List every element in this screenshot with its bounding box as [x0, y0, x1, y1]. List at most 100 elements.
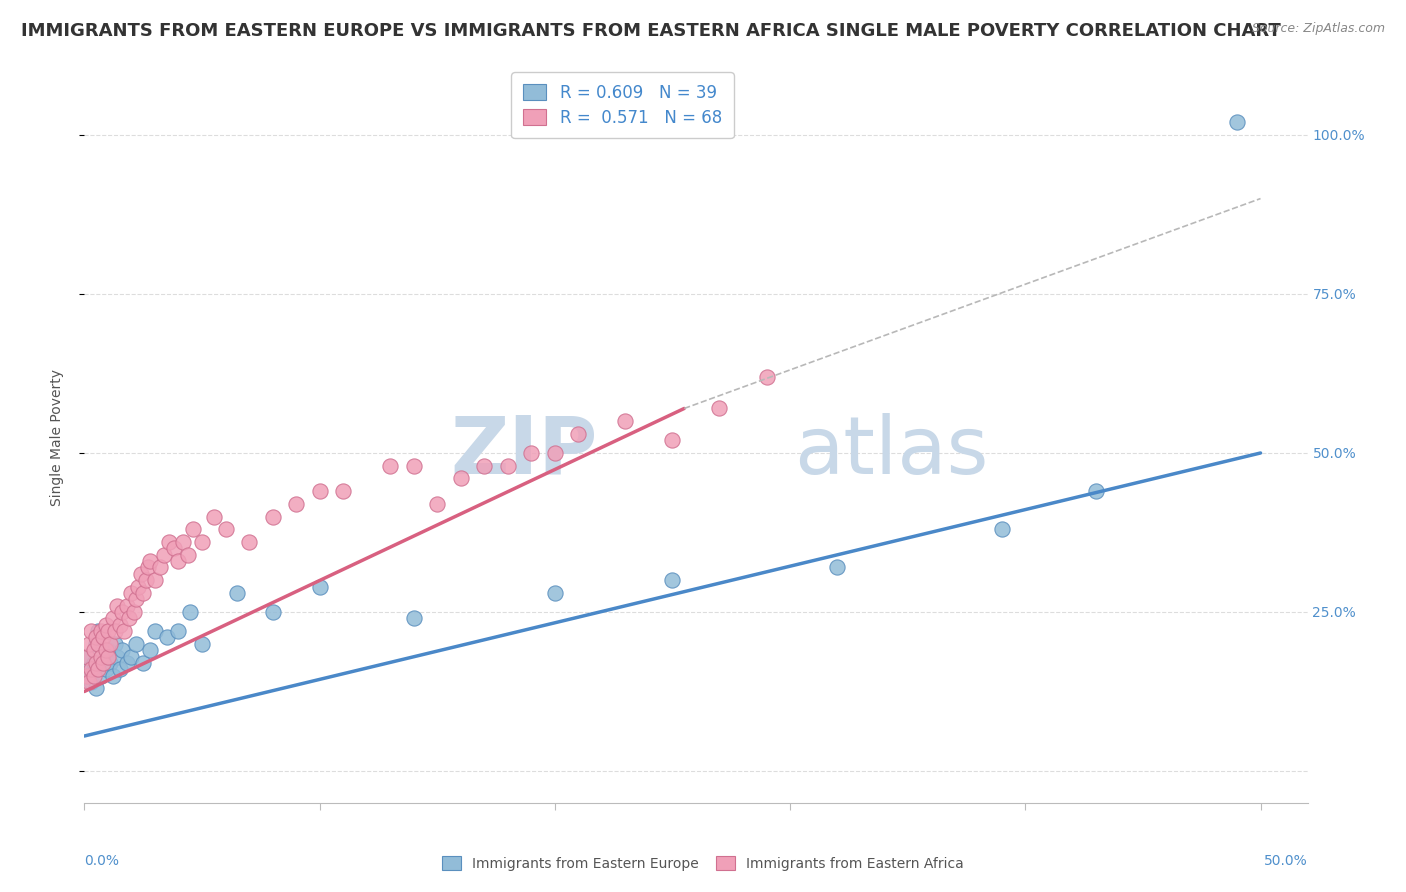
Point: [87, 662, 110, 676]
Point: [661, 434, 683, 448]
Point: [135, 573, 157, 587]
Point: [111, 643, 134, 657]
Point: [76, 649, 98, 664]
Point: [90, 624, 112, 638]
Legend: Immigrants from Eastern Europe, Immigrants from Eastern Africa: Immigrants from Eastern Europe, Immigran…: [436, 851, 970, 876]
Point: [544, 586, 567, 600]
Point: [115, 599, 138, 613]
Point: [80, 662, 103, 676]
Point: [139, 554, 162, 568]
Point: [125, 637, 148, 651]
Point: [380, 458, 402, 473]
Point: [544, 446, 567, 460]
Point: [450, 471, 472, 485]
Point: [91, 656, 114, 670]
Point: [496, 458, 519, 473]
Point: [129, 566, 152, 581]
Text: ZIP: ZIP: [451, 413, 598, 491]
Point: [105, 599, 128, 613]
Point: [191, 637, 214, 651]
Point: [262, 509, 284, 524]
Point: [661, 573, 683, 587]
Point: [101, 668, 124, 682]
Text: IMMIGRANTS FROM EASTERN EUROPE VS IMMIGRANTS FROM EASTERN AFRICA SINGLE MALE POV: IMMIGRANTS FROM EASTERN EUROPE VS IMMIGR…: [21, 22, 1281, 40]
Point: [111, 605, 134, 619]
Point: [567, 426, 589, 441]
Point: [91, 631, 114, 645]
Point: [143, 624, 166, 638]
Point: [120, 586, 142, 600]
Point: [1084, 484, 1107, 499]
Point: [80, 624, 103, 638]
Point: [167, 554, 190, 568]
Point: [90, 649, 112, 664]
Point: [755, 369, 778, 384]
Point: [181, 522, 204, 536]
Point: [105, 649, 128, 664]
Point: [108, 662, 131, 676]
Y-axis label: Single Male Poverty: Single Male Poverty: [49, 368, 63, 506]
Point: [179, 605, 201, 619]
Point: [157, 535, 180, 549]
Point: [84, 681, 107, 696]
Point: [77, 675, 100, 690]
Point: [520, 446, 543, 460]
Point: [77, 662, 100, 676]
Point: [112, 624, 135, 638]
Point: [139, 643, 162, 657]
Point: [825, 560, 848, 574]
Point: [122, 605, 145, 619]
Point: [426, 497, 449, 511]
Point: [98, 637, 121, 651]
Text: 50.0%: 50.0%: [1264, 854, 1308, 868]
Point: [84, 637, 107, 651]
Point: [104, 624, 127, 638]
Text: atlas: atlas: [794, 413, 988, 491]
Point: [202, 509, 225, 524]
Point: [84, 656, 107, 670]
Point: [76, 668, 98, 682]
Point: [118, 611, 141, 625]
Point: [91, 649, 114, 664]
Point: [94, 662, 117, 676]
Point: [167, 624, 190, 638]
Point: [136, 560, 159, 574]
Point: [97, 624, 120, 638]
Point: [332, 484, 354, 499]
Point: [120, 649, 142, 664]
Point: [104, 637, 127, 651]
Point: [84, 631, 107, 645]
Point: [87, 656, 110, 670]
Point: [87, 624, 110, 638]
Point: [97, 643, 120, 657]
Point: [76, 668, 98, 682]
Point: [132, 586, 155, 600]
Point: [132, 656, 155, 670]
Point: [127, 580, 149, 594]
Point: [94, 643, 117, 657]
Point: [238, 535, 260, 549]
Point: [402, 611, 425, 625]
Point: [98, 656, 121, 670]
Point: [94, 617, 117, 632]
Point: [153, 548, 176, 562]
Text: Source: ZipAtlas.com: Source: ZipAtlas.com: [1251, 22, 1385, 36]
Point: [1226, 115, 1249, 129]
Point: [77, 637, 100, 651]
Point: [101, 611, 124, 625]
Text: 0.0%: 0.0%: [84, 854, 120, 868]
Point: [83, 643, 105, 657]
Point: [149, 560, 172, 574]
Point: [90, 668, 112, 682]
Point: [262, 605, 284, 619]
Point: [172, 535, 194, 549]
Point: [191, 535, 214, 549]
Point: [80, 675, 103, 690]
Point: [83, 668, 105, 682]
Point: [108, 617, 131, 632]
Point: [308, 580, 330, 594]
Point: [285, 497, 308, 511]
Point: [115, 656, 138, 670]
Point: [226, 586, 249, 600]
Point: [308, 484, 330, 499]
